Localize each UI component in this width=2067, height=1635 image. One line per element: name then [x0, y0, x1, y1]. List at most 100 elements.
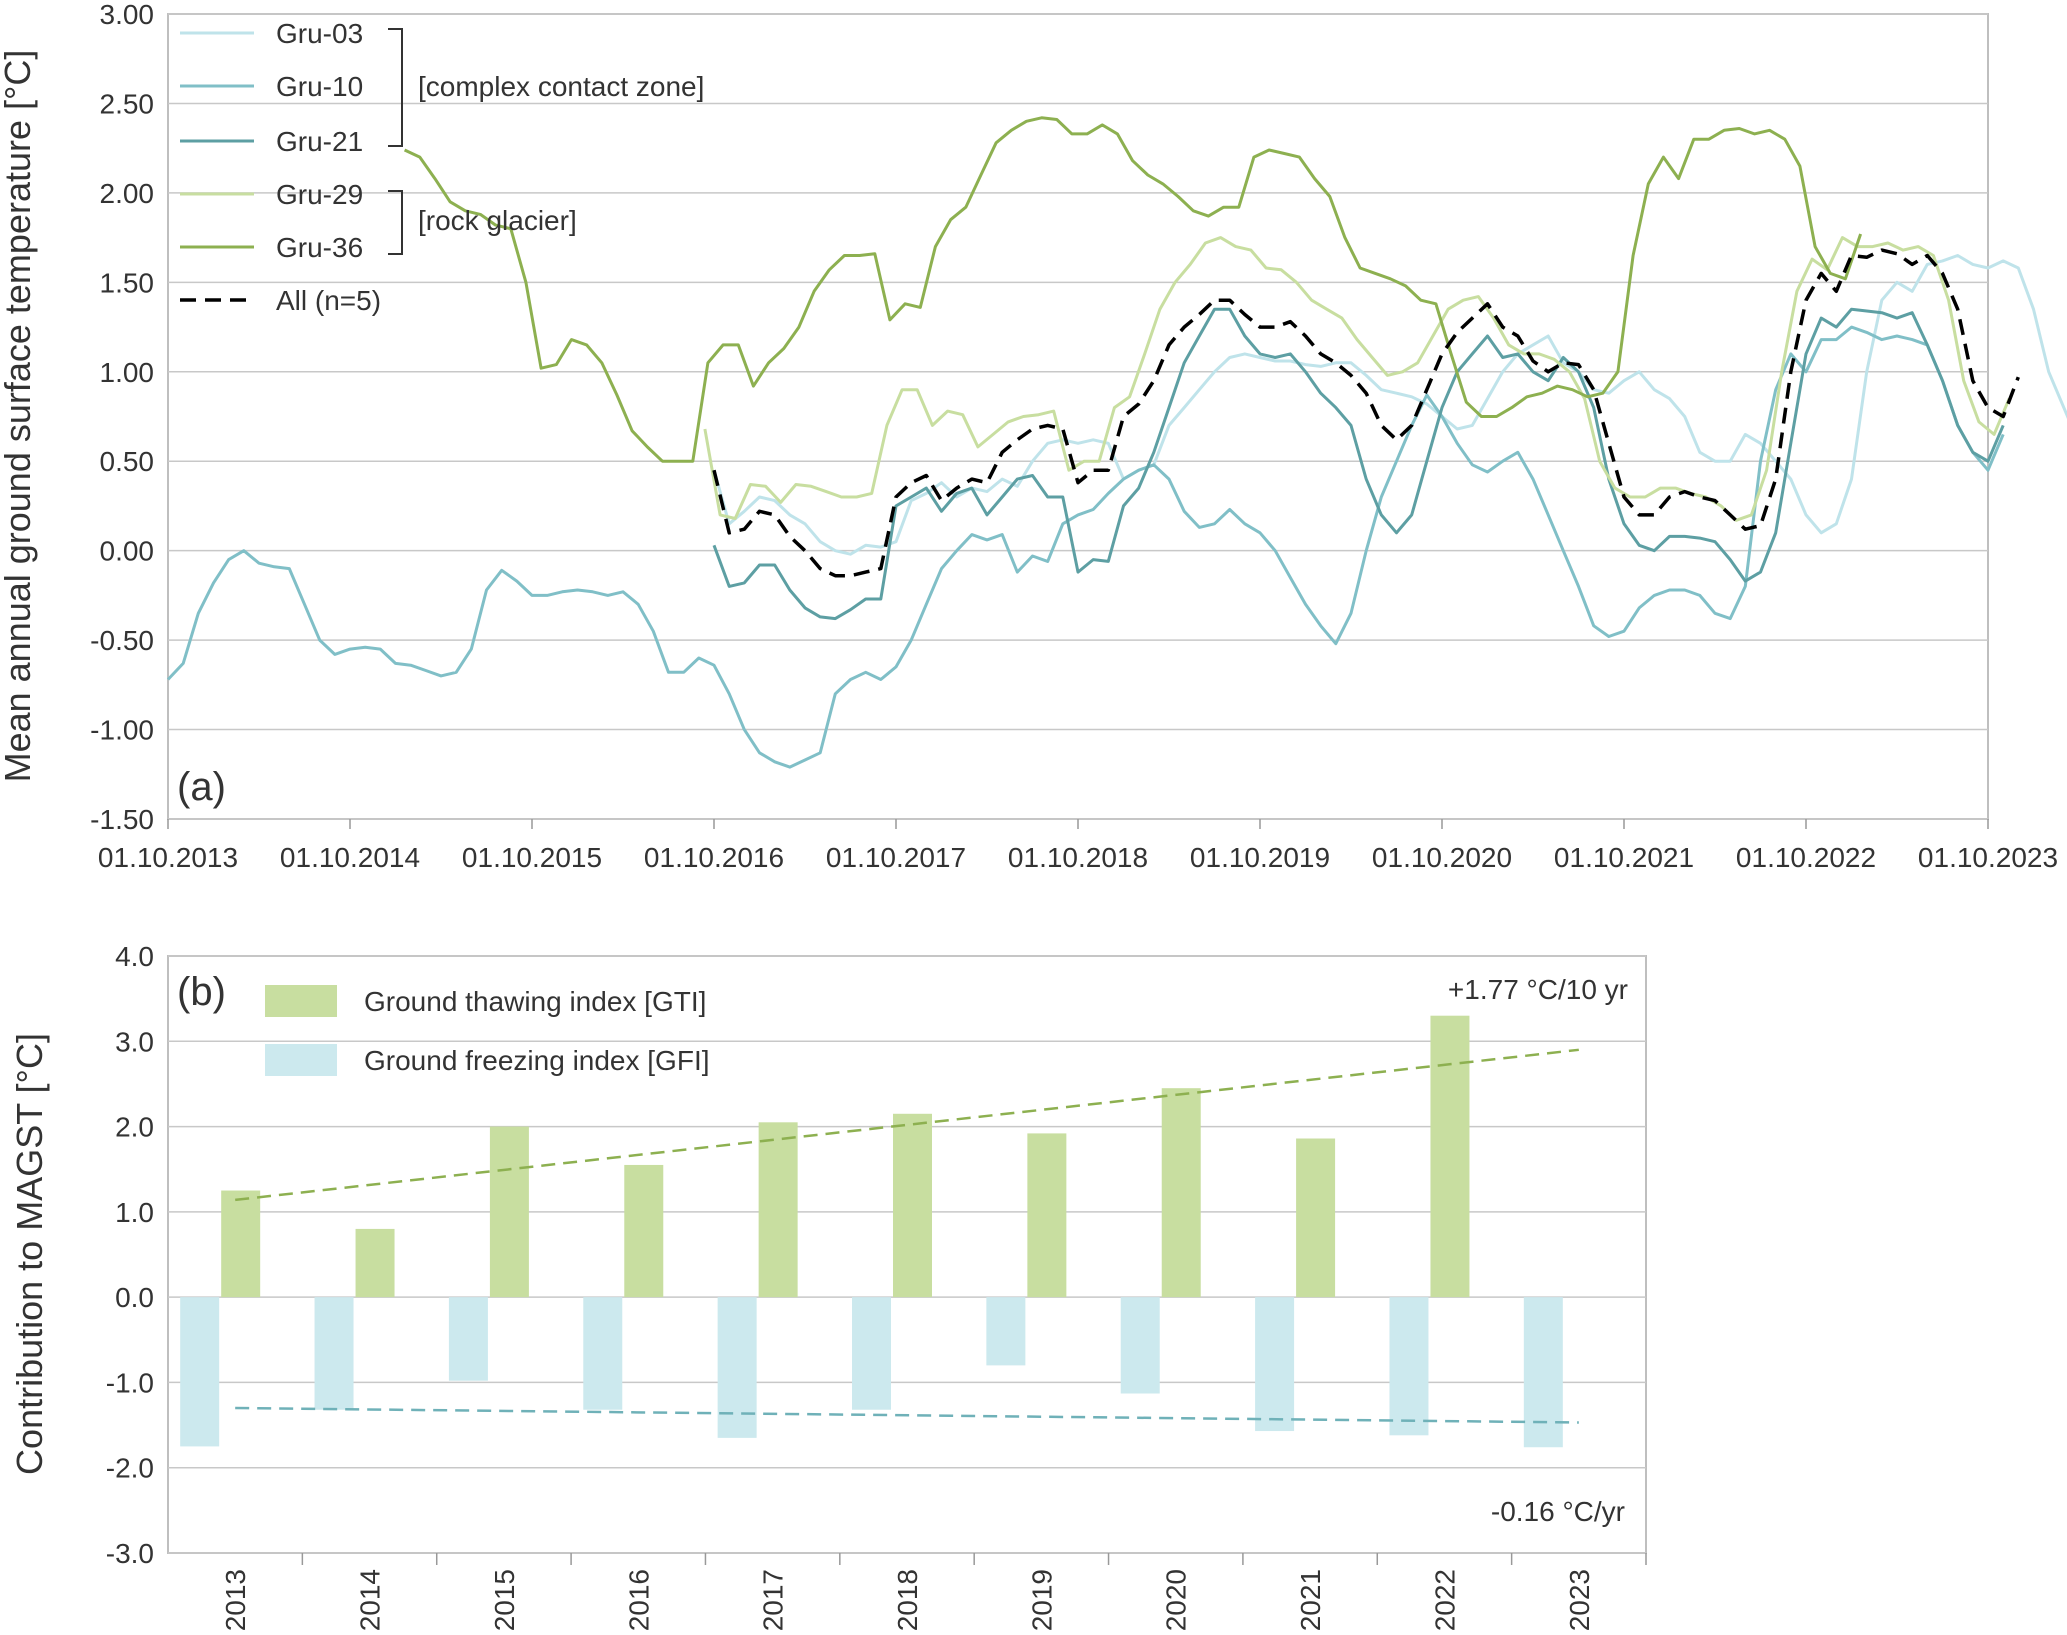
panel-a-x-tick-label: 01.10.2017	[826, 842, 966, 873]
trend-label-gti: +1.77 °C/10 yr	[1448, 974, 1628, 1005]
panel-a-y-ticks: 3.00 2.50 2.00 1.50 1.00 0.50 0.00 -0.50 -1.00 -1…	[90, 0, 154, 835]
panel-b-x-tick-label: 2013	[220, 1569, 251, 1631]
trend-line-gti	[235, 1048, 1579, 1202]
legend-label-gru-21: Gru-21	[276, 126, 363, 157]
bar-gti-2013	[221, 1190, 261, 1298]
bar-gti-2015	[489, 1126, 529, 1298]
bar-gti-2021	[1296, 1138, 1336, 1298]
legend-group-complex-contact-zone: [complex contact zone]	[418, 71, 704, 102]
panel-b-x-tick-label: 2015	[489, 1569, 520, 1631]
bar-gti-2022	[1430, 1015, 1470, 1298]
legend-swatch-gti	[265, 985, 337, 1017]
panel-a-x-ticks: 01.10.2013 01.10.2014 01.10.2015 01.10.2016…	[98, 842, 2058, 873]
series-line-gru-10	[166, 325, 2005, 769]
panel-a-x-tick-label: 01.10.2018	[1008, 842, 1148, 873]
panel-b-x-tick-label: 2023	[1564, 1569, 1595, 1631]
panel-a-y-axis-title: Mean annual ground surface temperature […	[0, 50, 38, 783]
panel-b-y-tick-label: 0.0	[115, 1282, 154, 1313]
panel-a-x-tick-label: 01.10.2019	[1190, 842, 1330, 873]
panel-a-y-tick-label: 1.50	[100, 267, 155, 298]
panel-a-x-tick-label: 01.10.2023	[1918, 842, 2058, 873]
bar-gfi-2014	[314, 1297, 354, 1410]
series-line-gru-03	[712, 254, 2067, 556]
panel-b-y-tick-label: 3.0	[115, 1026, 154, 1057]
bar-gfi-2018	[852, 1297, 891, 1410]
legend-swatch-gfi	[265, 1044, 337, 1076]
legend-label-gru-03: Gru-03	[276, 18, 363, 49]
panel-b-y-axis-title: Contribution to MAGST [°C]	[9, 1033, 50, 1475]
panel-b-x-tick-label: 2020	[1161, 1569, 1192, 1631]
bar-gti-2020	[1161, 1088, 1201, 1298]
bar-gti-2014	[355, 1228, 395, 1298]
bar-gfi-2013	[180, 1297, 220, 1447]
panel-a-y-tick-label: -0.50	[90, 625, 154, 656]
panel-a-x-tick-label: 01.10.2021	[1554, 842, 1694, 873]
panel-a-x-tick-label: 01.10.2013	[98, 842, 238, 873]
bar-gti-2017	[758, 1122, 798, 1298]
panel-a-y-tick-label: 0.50	[100, 446, 155, 477]
trend-line-gfi	[235, 1406, 1579, 1424]
bar-gfi-2019	[986, 1297, 1026, 1366]
panel-a-x-tick-label: 01.10.2014	[280, 842, 420, 873]
bar-gti-2018	[893, 1113, 932, 1298]
panel-b-y-tick-label: -2.0	[106, 1453, 154, 1484]
series-line-gru-36	[403, 116, 1863, 463]
series-line-gru-21	[712, 307, 2005, 621]
panel-a-line-chart: 3.00 2.50 2.00 1.50 1.00 0.50 0.00 -0.50 -1.00 -1…	[0, 0, 2067, 873]
panel-a-gridlines	[167, 13, 1989, 829]
panel-b-x-tick-label: 2019	[1026, 1569, 1057, 1631]
bar-gfi-2020	[1120, 1297, 1160, 1394]
bar-gti-2016	[624, 1164, 664, 1298]
legend-label-gru-36: Gru-36	[276, 232, 363, 263]
panel-b-x-tick-label: 2021	[1295, 1569, 1326, 1631]
series-line-all-n-5	[712, 248, 2020, 578]
panel-b-x-tick-label: 2022	[1429, 1569, 1460, 1631]
legend-label-gfi: Ground freezing index [GFI]	[364, 1045, 710, 1076]
panel-b-x-ticks: 2013 2014 2015 2016 2017 2018 2019 2020 2021 2022…	[220, 1569, 1595, 1631]
legend-label-gti: Ground thawing index [GTI]	[364, 986, 706, 1017]
bar-gti-2019	[1027, 1133, 1067, 1298]
legend-bracket-complex	[388, 28, 403, 147]
legend-group-rock-glacier: [rock glacier]	[418, 205, 577, 236]
panel-b-y-tick-label: -1.0	[106, 1367, 154, 1398]
legend-label-all-n-5: All (n=5)	[276, 285, 381, 316]
panel-a-x-tick-label: 01.10.2020	[1372, 842, 1512, 873]
panel-b-trend-lines	[235, 1048, 1579, 1424]
panel-b-x-tick-label: 2018	[892, 1569, 923, 1631]
panel-b-x-tick-label: 2014	[355, 1569, 386, 1631]
panel-b-x-tick-label: 2017	[758, 1569, 789, 1631]
panel-a-y-tick-label: 2.00	[100, 178, 155, 209]
panel-a-x-tick-label: 01.10.2016	[644, 842, 784, 873]
panel-b-label: (b)	[177, 970, 226, 1014]
bar-gfi-2017	[717, 1297, 757, 1438]
panel-b-y-tick-label: -3.0	[106, 1538, 154, 1569]
panel-a-y-tick-label: 2.50	[100, 88, 155, 119]
legend-label-gru-29: Gru-29	[276, 179, 363, 210]
panel-b-x-tick-label: 2016	[623, 1569, 654, 1631]
bar-gfi-2015	[448, 1297, 488, 1381]
panel-a-y-tick-label: 1.00	[100, 357, 155, 388]
bar-gfi-2022	[1389, 1297, 1429, 1436]
panel-b-legend: Ground thawing index [GTI] Ground freezi…	[265, 985, 710, 1076]
panel-b-y-ticks: 4.0 3.0 2.0 1.0 0.0 -1.0 -2.0 -3.0	[106, 941, 154, 1569]
panel-a-y-tick-label: 0.00	[100, 536, 155, 567]
panel-a-label: (a)	[177, 765, 226, 809]
panel-a-x-tick-label: 01.10.2022	[1736, 842, 1876, 873]
panel-a-y-tick-label: 3.00	[100, 0, 155, 30]
bar-gfi-2023	[1523, 1297, 1563, 1448]
bar-gfi-2016	[583, 1297, 623, 1410]
legend-bracket-rock	[388, 190, 403, 255]
panel-b-y-tick-label: 1.0	[115, 1197, 154, 1228]
panel-a-y-tick-label: -1.50	[90, 804, 154, 835]
panel-b-y-tick-label: 4.0	[115, 941, 154, 972]
bar-gfi-2021	[1255, 1297, 1295, 1432]
panel-a-x-tick-label: 01.10.2015	[462, 842, 602, 873]
panel-b-bar-chart: 4.0 3.0 2.0 1.0 0.0 -1.0 -2.0 -3.0 2013 2014 2015…	[9, 941, 1647, 1631]
trend-label-gfi: -0.16 °C/yr	[1491, 1496, 1625, 1527]
series-line-gru-29	[703, 236, 2011, 522]
legend-label-gru-10: Gru-10	[276, 71, 363, 102]
panel-a-y-tick-label: -1.00	[90, 715, 154, 746]
panel-a-series	[166, 116, 2067, 769]
